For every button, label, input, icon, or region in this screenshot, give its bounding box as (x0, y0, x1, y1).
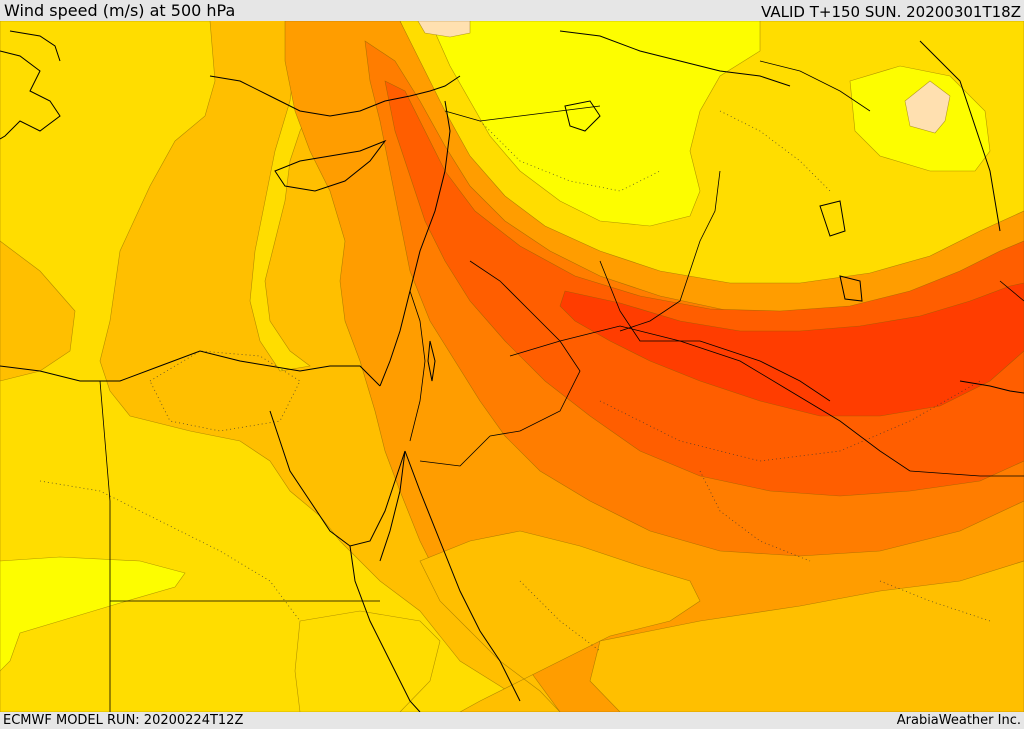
header-bar: Wind speed (m/s) at 500 hPa VALID T+150 … (0, 0, 1024, 21)
band-west-orange (0, 240, 76, 382)
footer-bar: ECMWF MODEL RUN: 20200224T12Z ArabiaWeat… (0, 712, 1024, 729)
band-north-bright (429, 21, 761, 227)
band-calm-north (417, 21, 471, 38)
valid-time: VALID T+150 SUN. 20200301T18Z (761, 3, 1021, 21)
band-south-light (294, 610, 441, 712)
dotted-contours (39, 110, 991, 652)
borders (99, 60, 1024, 712)
map-title: Wind speed (m/s) at 500 hPa (4, 1, 236, 20)
band-yellow-sw (0, 556, 186, 672)
wind-speed-map (0, 21, 1024, 712)
credit: ArabiaWeather Inc. (896, 713, 1021, 728)
band-se-light (589, 560, 1024, 712)
map-canvas (0, 21, 1024, 712)
model-run: ECMWF MODEL RUN: 20200224T12Z (3, 713, 244, 728)
band-calm-east (904, 80, 951, 134)
coastlines (0, 30, 1024, 712)
band-west-light (0, 21, 541, 712)
band-7 (559, 282, 1024, 417)
